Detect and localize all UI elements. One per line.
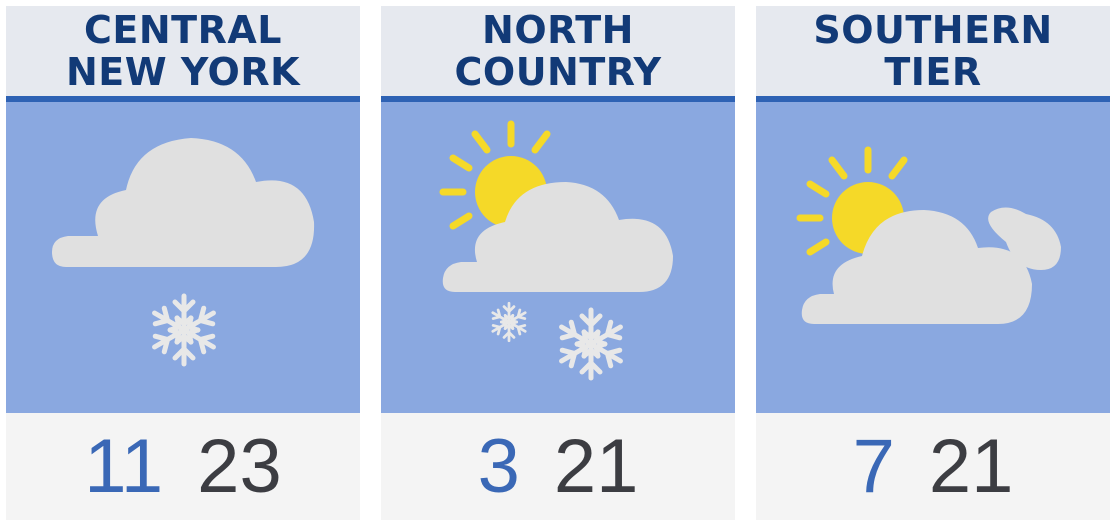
temperatures: 3 21: [381, 413, 735, 520]
low-temp: 11: [84, 424, 164, 509]
title-line: NORTH: [482, 8, 634, 52]
high-temp: 21: [928, 424, 1014, 509]
region-title: NORTH COUNTRY: [381, 6, 735, 96]
divider: [756, 96, 1110, 102]
temperatures: 11 23: [6, 413, 360, 520]
region-panel-central-new-york: CENTRAL NEW YORK 11 23: [6, 6, 360, 520]
title-line: NEW YORK: [65, 50, 301, 94]
title-line: CENTRAL: [84, 8, 282, 52]
high-temp: 23: [197, 424, 282, 509]
partly-cloudy-icon: [756, 102, 1110, 413]
partly-sunny-snow-icon: [381, 102, 735, 413]
divider: [381, 96, 735, 102]
high-temp: 21: [553, 424, 639, 509]
title-line: TIER: [884, 50, 982, 94]
low-temp: 7: [852, 424, 895, 509]
low-temp: 3: [477, 424, 520, 509]
region-panel-north-country: NORTH COUNTRY 3 21: [381, 6, 735, 520]
region-panel-southern-tier: SOUTHERN TIER 7 21: [756, 6, 1110, 520]
title-line: SOUTHERN: [813, 8, 1053, 52]
title-line: COUNTRY: [454, 50, 662, 94]
region-title: SOUTHERN TIER: [756, 6, 1110, 96]
cloud-snow-icon: [6, 102, 360, 413]
region-title: CENTRAL NEW YORK: [6, 6, 360, 96]
divider: [6, 96, 360, 102]
temperatures: 7 21: [756, 413, 1110, 520]
